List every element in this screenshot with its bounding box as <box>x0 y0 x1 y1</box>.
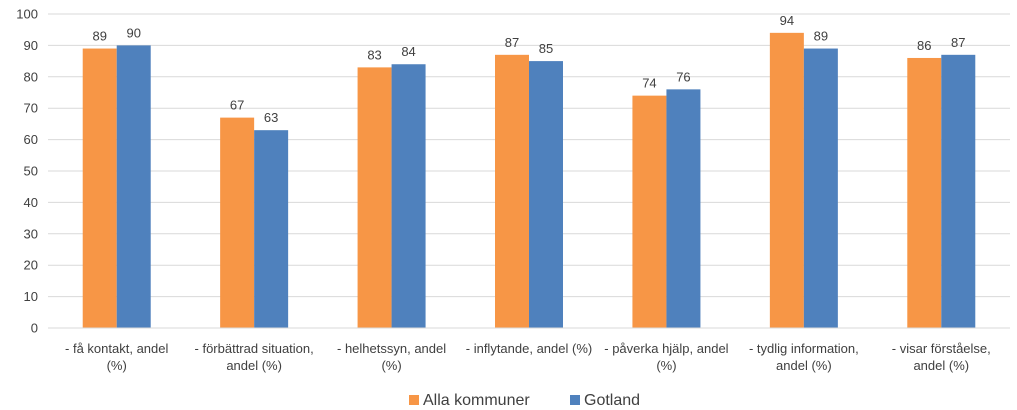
data-label: 74 <box>642 76 656 91</box>
y-axis-tick-labels: 0 10 20 30 40 50 60 70 80 90 100 <box>16 7 38 336</box>
bar-gotland <box>941 54 976 328</box>
data-label: 87 <box>951 35 965 50</box>
y-tick-label: 70 <box>24 101 38 116</box>
legend-swatch <box>570 395 580 405</box>
bar-gotland <box>666 89 701 328</box>
data-label: 85 <box>539 41 553 56</box>
bar-gotland <box>391 64 426 329</box>
legend: Alla kommuner Gotland <box>409 392 640 409</box>
data-label: 89 <box>92 29 106 44</box>
x-category-label-line: - inflytande, andel (%) <box>466 341 592 356</box>
x-category-label: - få kontakt, andel (%) <box>65 341 168 373</box>
x-category-label-line: - få kontakt, andel <box>65 341 168 356</box>
bar-alla-kommuner <box>632 95 667 328</box>
data-label: 84 <box>401 44 415 59</box>
data-label: 83 <box>367 47 381 62</box>
x-category-label-line: (%) <box>381 358 401 373</box>
y-tick-label: 30 <box>24 226 38 241</box>
data-label: 63 <box>264 110 278 125</box>
bar-alla-kommuner <box>220 117 255 329</box>
bar-alla-kommuner <box>907 57 942 329</box>
x-category-label: - visar förståelse, andel (%) <box>892 341 991 373</box>
x-category-label-line: - visar förståelse, <box>892 341 991 356</box>
y-tick-label: 0 <box>31 321 38 336</box>
y-tick-label: 20 <box>24 258 38 273</box>
x-category-label-line: andel (%) <box>913 358 969 373</box>
x-category-label-line: - helhetssyn, andel <box>337 341 446 356</box>
x-axis-category-labels: - få kontakt, andel (%) - förbättrad situa… <box>65 341 991 373</box>
bar-alla-kommuner <box>495 54 529 328</box>
x-category-label-line: - förbättrad situation, <box>195 341 314 356</box>
bar-gotland <box>116 45 151 329</box>
legend-swatch <box>409 395 419 405</box>
y-tick-label: 90 <box>24 38 38 53</box>
y-tick-label: 10 <box>24 289 38 304</box>
data-label: 67 <box>230 98 244 113</box>
bar-gotland <box>529 61 563 328</box>
x-category-label: - inflytande, andel (%) <box>466 341 592 356</box>
bar-gotland <box>803 48 838 328</box>
data-label: 87 <box>505 35 519 50</box>
x-category-label-line: - tydlig information, <box>749 341 859 356</box>
bar-alla-kommuner <box>82 48 117 328</box>
x-category-label-line: (%) <box>656 358 676 373</box>
x-category-label-line: (%) <box>107 358 127 373</box>
x-category-label-line: andel (%) <box>226 358 282 373</box>
data-labels: 89 67 83 87 74 94 86 90 63 84 85 76 89 87 <box>92 13 965 125</box>
legend-label: Alla kommuner <box>423 392 530 409</box>
x-category-label: - förbättrad situation, andel (%) <box>195 341 314 373</box>
x-category-label-line: andel (%) <box>776 358 832 373</box>
x-category-label: - tydlig information, andel (%) <box>749 341 859 373</box>
bar-gotland <box>254 130 289 328</box>
data-label: 90 <box>126 25 140 40</box>
data-label: 89 <box>814 29 828 44</box>
y-tick-label: 40 <box>24 195 38 210</box>
y-tick-label: 60 <box>24 132 38 147</box>
data-label: 86 <box>917 38 931 53</box>
data-label: 94 <box>780 13 794 28</box>
bar-alla-kommuner <box>357 67 392 328</box>
legend-label: Gotland <box>584 392 640 409</box>
y-tick-label: 80 <box>24 69 38 84</box>
x-category-label-line: - påverka hjälp, andel <box>604 341 728 356</box>
y-tick-label: 50 <box>24 164 38 179</box>
bars <box>82 32 976 329</box>
bar-alla-kommuner <box>769 32 804 329</box>
x-category-label: - helhetssyn, andel (%) <box>337 341 446 373</box>
y-tick-label: 100 <box>16 7 38 22</box>
data-label: 76 <box>676 69 690 84</box>
x-category-label: - påverka hjälp, andel (%) <box>604 341 728 373</box>
